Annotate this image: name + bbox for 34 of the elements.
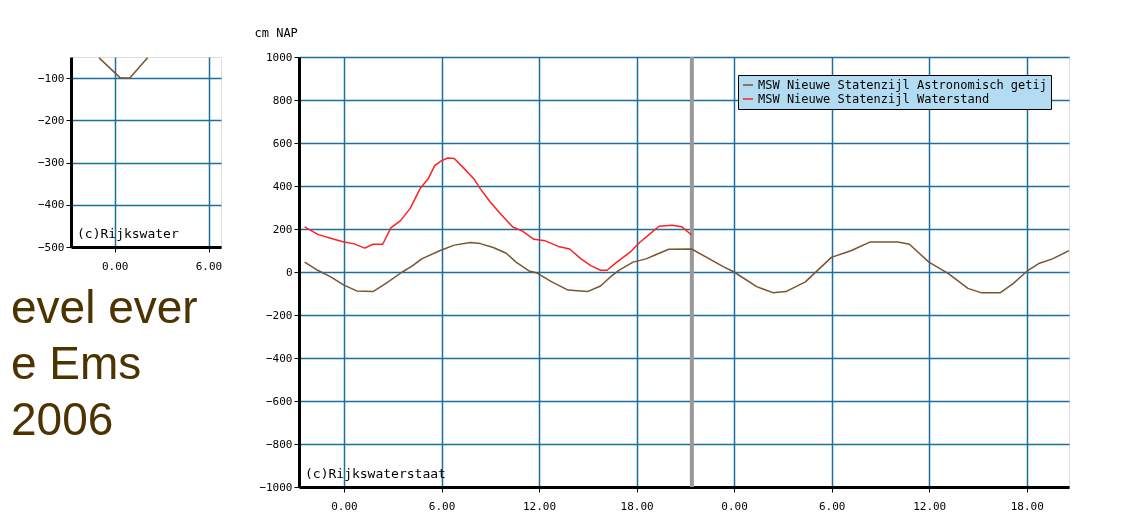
y-tick-label: −100: [38, 71, 65, 85]
x-tick-label: 12.00: [913, 499, 947, 513]
line-series: [303, 157, 693, 272]
y-tick-label: −500: [38, 240, 65, 254]
y-axis-title: cm NAP: [254, 25, 298, 40]
text: 2006: [11, 393, 114, 445]
y-tick-label: −200: [38, 113, 65, 127]
x-tick-label: 18.00: [620, 499, 654, 513]
line-series: [303, 241, 1069, 294]
legend-label: MSW Nieuwe Statenzijl Waterstand: [758, 92, 990, 106]
x-tick-label: 12.00: [522, 499, 557, 513]
y-tick-label: −400: [38, 198, 65, 212]
x-tick-label: 6.00: [818, 499, 846, 513]
y-tick-label: −400: [266, 351, 293, 365]
text: e Ems: [11, 337, 142, 389]
x-tick-label: 0.00: [721, 499, 748, 513]
legend-label: MSW Nieuwe Statenzijl Astronomisch getij: [758, 78, 1047, 92]
y-tick-label: −200: [266, 308, 293, 322]
x-tick-label: 6.00: [428, 499, 456, 513]
x-tick-label: 0.00: [102, 259, 129, 273]
y-tick-label: −600: [266, 394, 293, 408]
y-tick-label: 800: [272, 93, 293, 107]
y-tick-label: −1000: [259, 480, 293, 494]
y-tick-label: 0: [285, 265, 293, 279]
y-tick-label: −800: [266, 437, 293, 451]
y-tick-label: 600: [272, 136, 293, 150]
y-tick-label: 400: [272, 179, 293, 193]
x-tick-label: 0.00: [331, 499, 358, 513]
text: evel ever: [11, 281, 198, 333]
y-tick-label: −300: [38, 156, 65, 170]
x-tick-label: 18.00: [1010, 499, 1044, 513]
y-tick-label: 200: [272, 222, 293, 236]
y-tick-label: 1000: [266, 50, 293, 64]
x-tick-label: 6.00: [195, 259, 223, 273]
